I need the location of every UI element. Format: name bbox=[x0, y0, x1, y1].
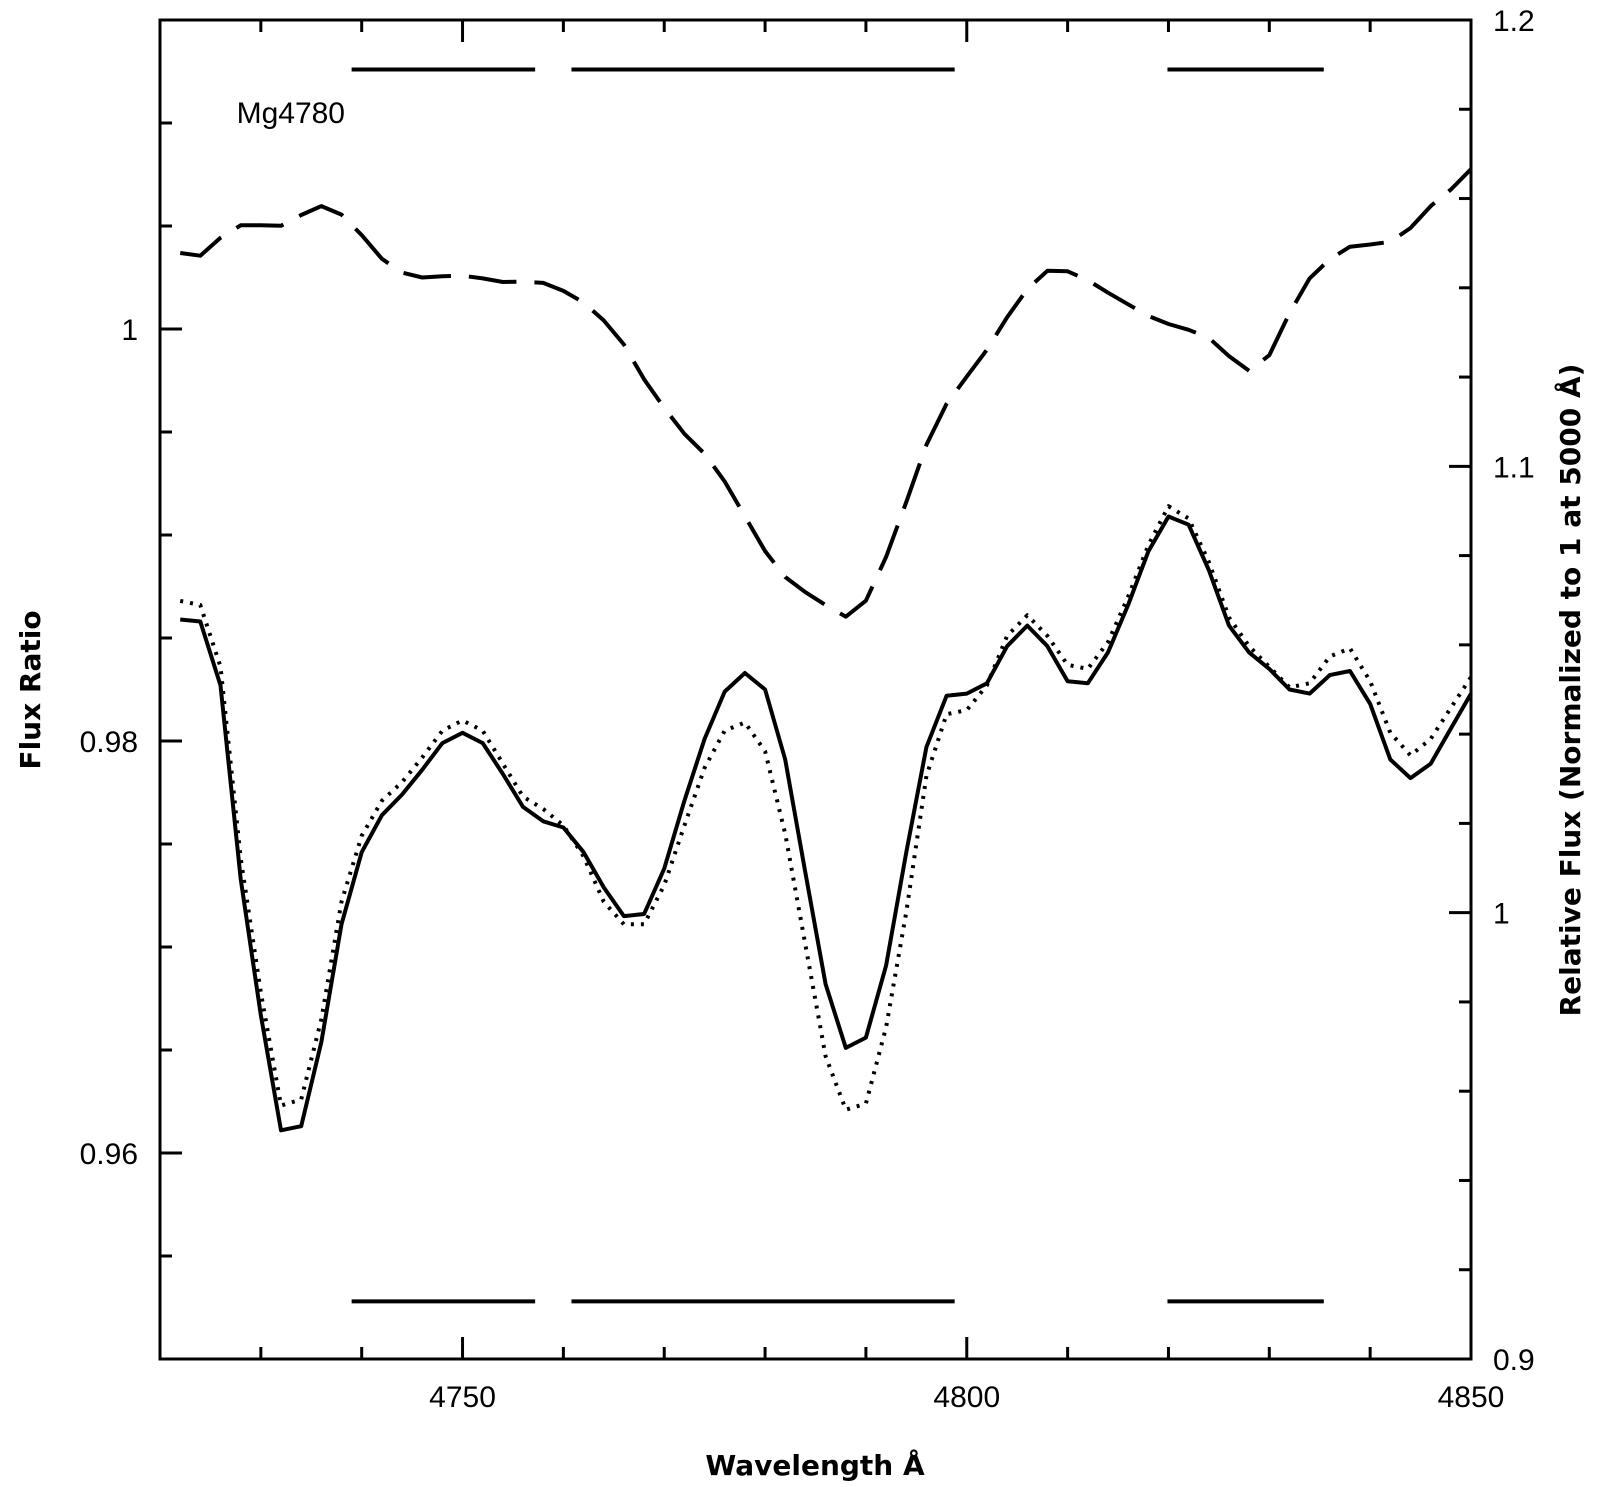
y-tick-label-right: 1 bbox=[1493, 898, 1510, 931]
ticks: 4750 4800 4850 0.96 0.98 1 0.9 1 1.1 1.2 bbox=[80, 5, 1535, 1414]
series-line-solid bbox=[180, 514, 1473, 1133]
y-tick-label-left: 0.98 bbox=[80, 726, 138, 759]
y-tick-label-left: 1 bbox=[121, 314, 138, 347]
y-tick-label-right: 1.1 bbox=[1493, 451, 1535, 484]
index-bands bbox=[351, 67, 1324, 1304]
x-tick-label: 4850 bbox=[1438, 1381, 1505, 1414]
annotation-label: Mg4780 bbox=[237, 97, 345, 130]
plot-frame bbox=[158, 18, 1473, 1361]
series-line-dashed bbox=[179, 167, 1473, 619]
y-axis-title-right: Relative Flux (Normalized to 1 at 5000 Å… bbox=[1553, 364, 1587, 1017]
x-tick-label: 4800 bbox=[933, 1381, 1000, 1414]
x-tick-label: 4750 bbox=[429, 1381, 496, 1414]
y-tick-label-left: 0.96 bbox=[80, 1138, 138, 1171]
y-axis-title-left: Flux Ratio bbox=[14, 610, 47, 769]
x-axis-title: Wavelength Å bbox=[705, 1448, 925, 1482]
y-tick-label-right: 1.2 bbox=[1493, 5, 1535, 38]
series-line-dotted bbox=[179, 504, 1473, 1112]
series bbox=[179, 167, 1473, 1133]
y-tick-label-right: 0.9 bbox=[1493, 1344, 1535, 1377]
